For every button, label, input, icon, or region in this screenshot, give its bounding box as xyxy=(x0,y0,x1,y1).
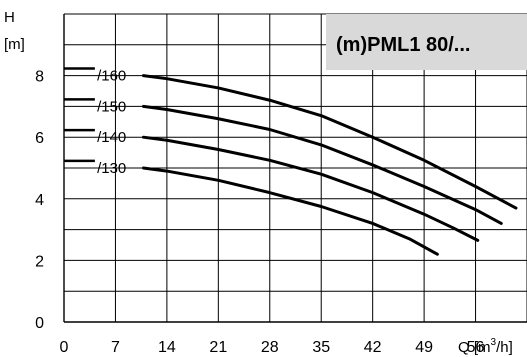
x-axis-label-prefix: Q [m xyxy=(458,339,491,356)
y-tick-label: 6 xyxy=(35,130,44,147)
x-tick-label: 7 xyxy=(111,339,120,356)
y-tick-label: 0 xyxy=(35,315,44,332)
y-tick-label: 2 xyxy=(35,253,44,270)
x-tick-label: 14 xyxy=(158,339,176,356)
chart-title: (m)PML1 80/... xyxy=(336,34,470,56)
pump-curves xyxy=(64,67,518,256)
x-tick-label: 28 xyxy=(261,339,279,356)
title-box xyxy=(326,14,527,70)
curve-label: /160 xyxy=(97,68,126,85)
x-tick-label: 35 xyxy=(312,339,330,356)
tick-labels: 0 7 14 21 28 35 42 49 56 0 2 4 6 8 xyxy=(35,69,484,356)
x-axis-label-superscript: 3 xyxy=(491,337,497,348)
pump-curve-0 xyxy=(141,74,518,210)
curve-label: /150 xyxy=(97,98,126,115)
x-tick-label: 0 xyxy=(60,339,69,356)
x-axis-label-suffix: /h] xyxy=(496,339,513,356)
y-tick-label: 8 xyxy=(35,69,44,86)
x-tick-label: 42 xyxy=(364,339,382,356)
curve-labels: /160/150/140/130 xyxy=(97,68,126,177)
pump-curve-2 xyxy=(141,135,480,242)
x-axis-label: Q [m3/h] xyxy=(458,337,513,356)
pump-curve-3 xyxy=(141,166,439,256)
curve-label: /140 xyxy=(97,129,126,146)
y-axis-unit: [m] xyxy=(4,36,25,53)
y-tick-label: 4 xyxy=(35,192,44,209)
pump-curve-1 xyxy=(141,104,503,225)
y-axis-label: H xyxy=(4,9,15,26)
x-tick-label: 21 xyxy=(209,339,227,356)
x-tick-label: 56 xyxy=(467,339,485,356)
x-tick-label: 49 xyxy=(415,339,433,356)
curve-label: /130 xyxy=(97,160,126,177)
